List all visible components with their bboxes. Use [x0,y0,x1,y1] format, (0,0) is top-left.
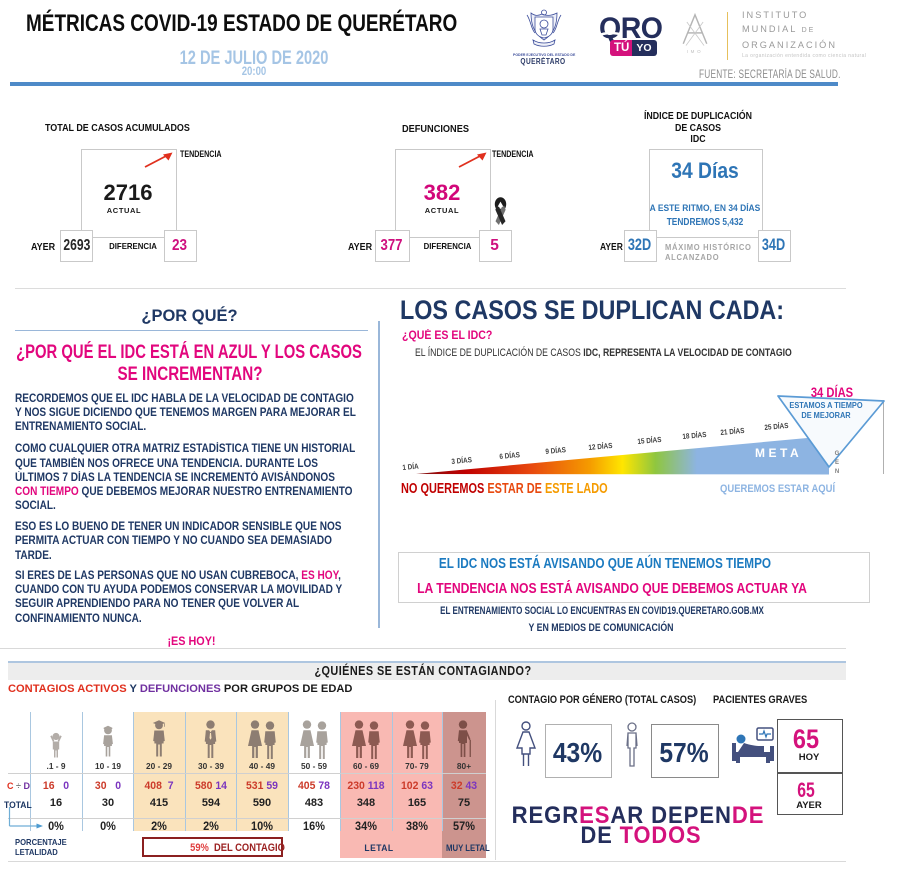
svg-text:IMO: IMO [687,49,704,54]
